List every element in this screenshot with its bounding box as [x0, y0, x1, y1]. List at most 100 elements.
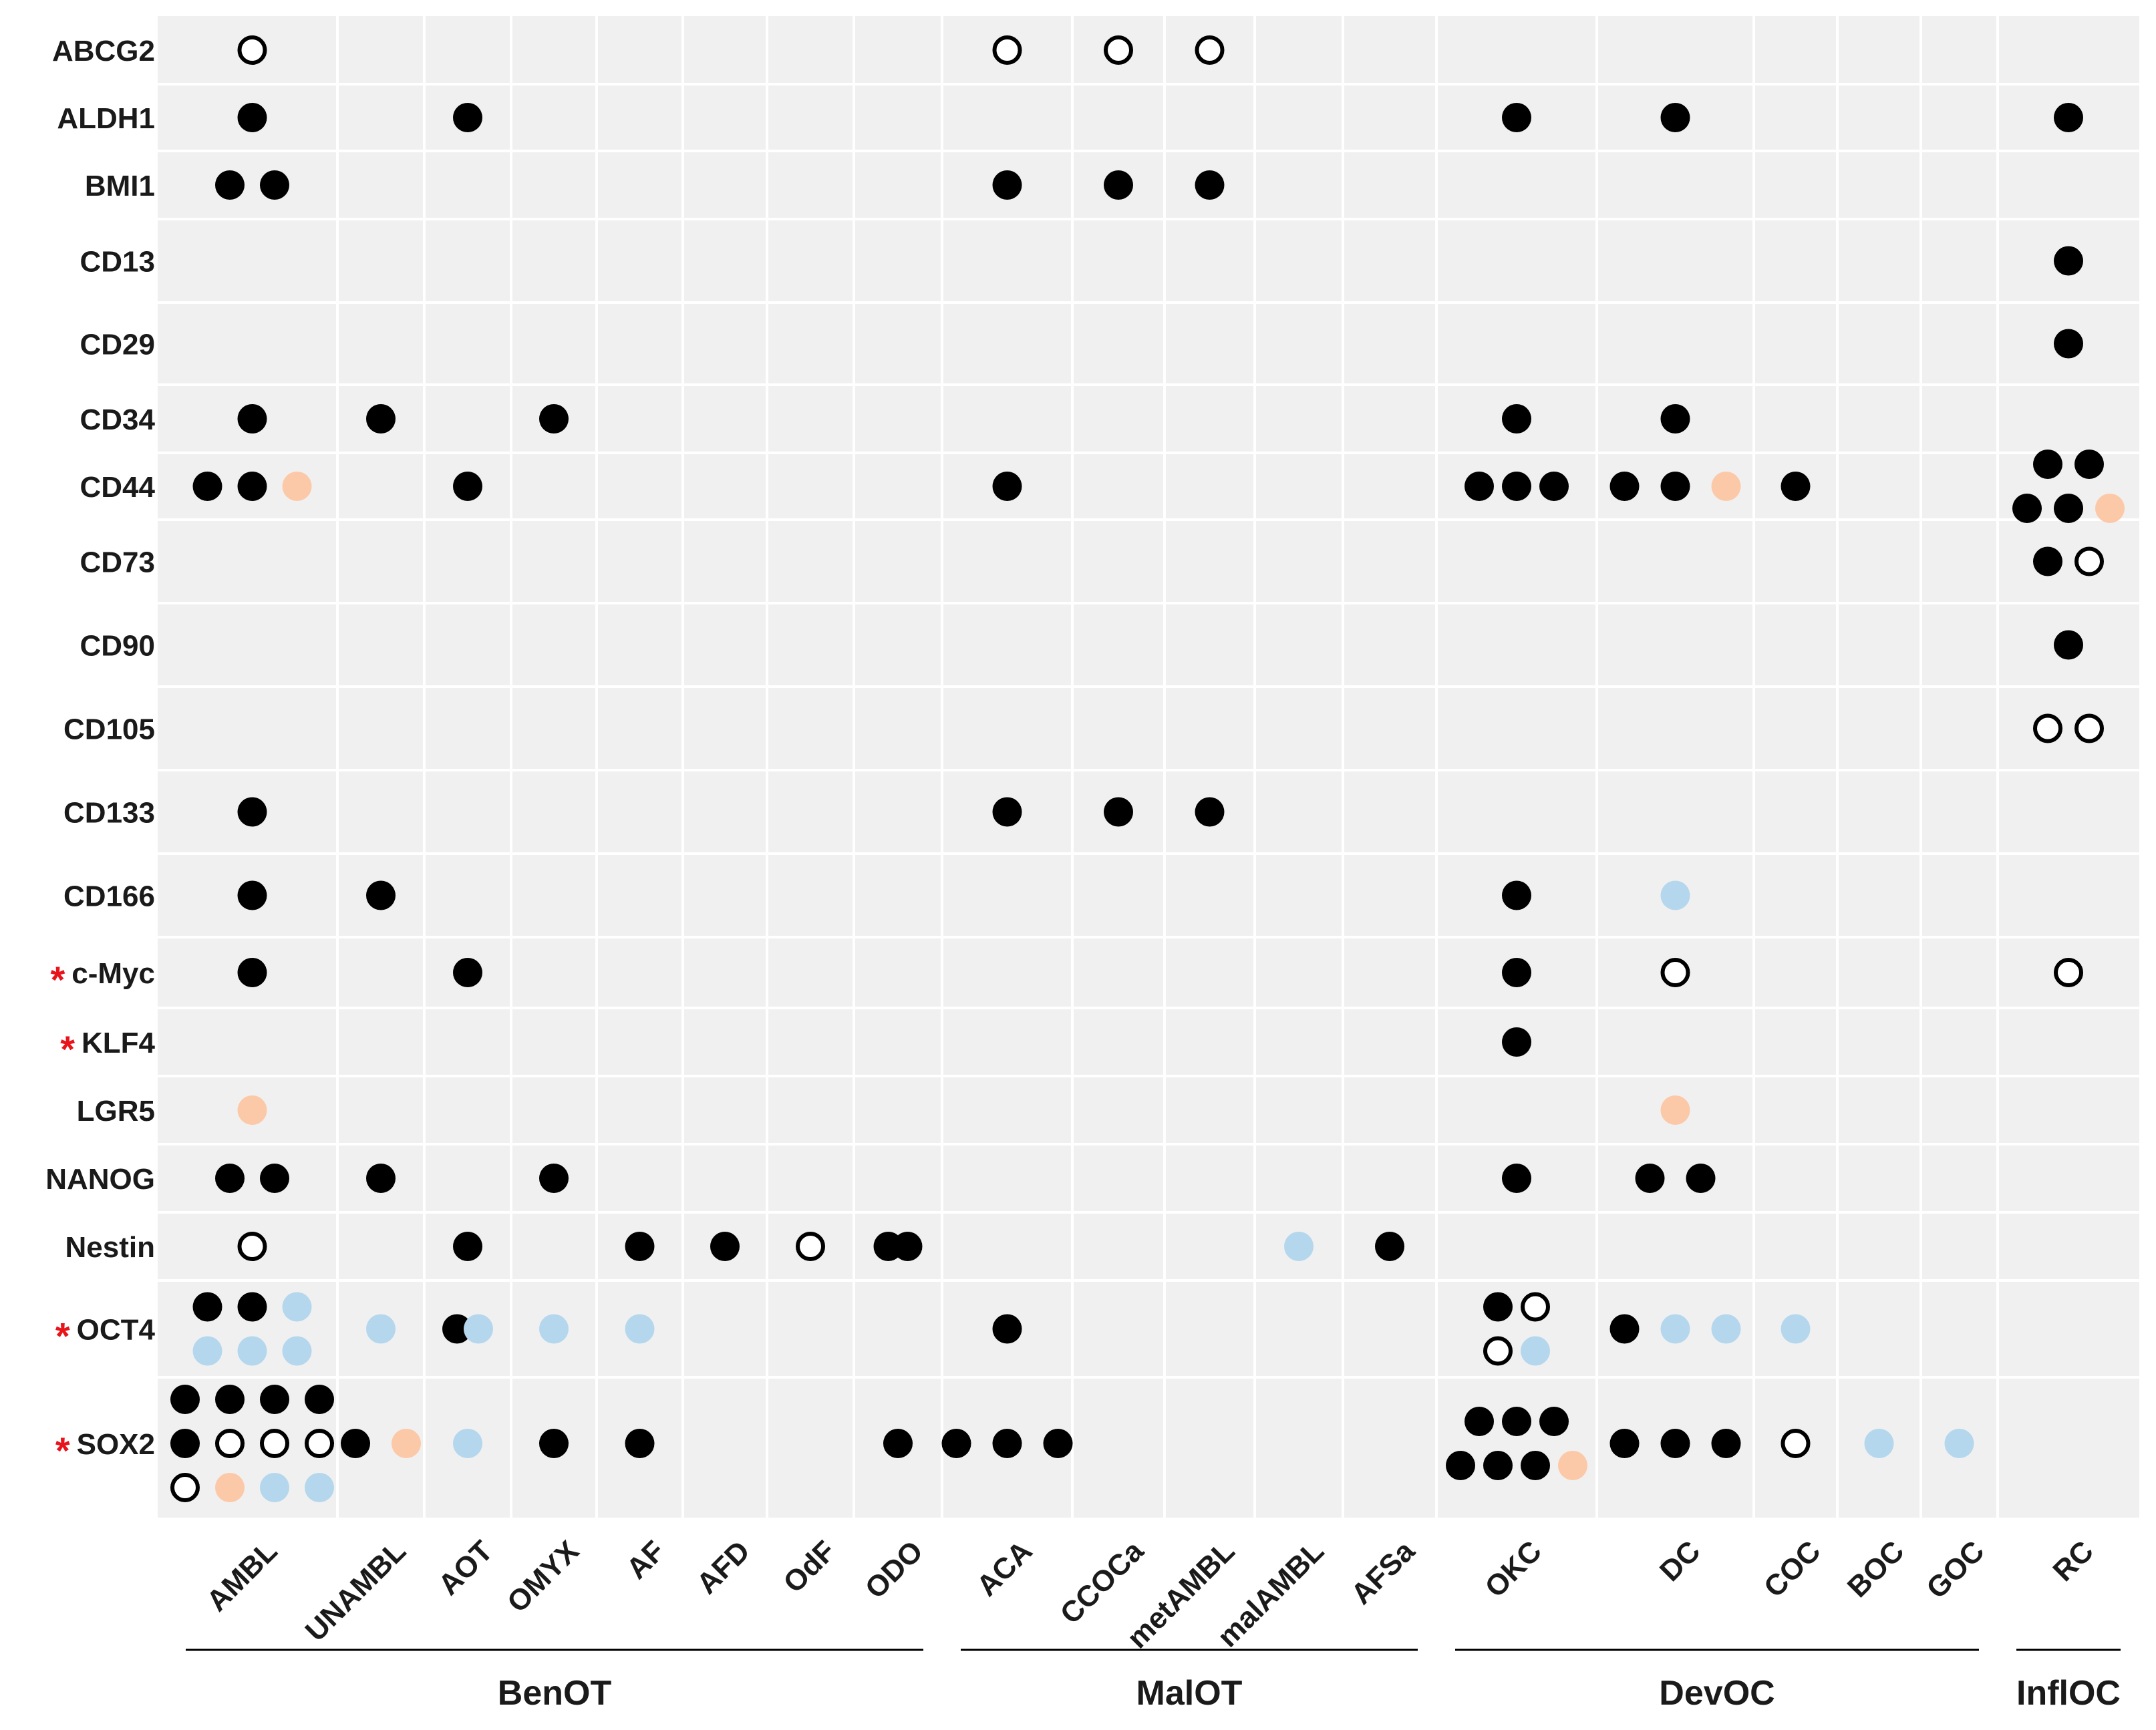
filled-dot	[453, 103, 482, 132]
blue-dot	[1944, 1429, 1974, 1458]
blue-dot	[282, 1336, 312, 1366]
row-label: CD44	[80, 471, 156, 504]
filled-dot	[883, 1429, 913, 1458]
column-label: RC	[2046, 1534, 2100, 1588]
row-star-marker: *	[50, 959, 65, 1001]
blue-dot	[1660, 1314, 1690, 1344]
filled-dot	[1043, 1429, 1073, 1458]
filled-dot	[1660, 1429, 1690, 1458]
peach-dot	[237, 1095, 267, 1125]
peach-dot	[392, 1429, 421, 1458]
column-label: AFSa	[1345, 1534, 1422, 1611]
filled-dot	[366, 404, 396, 434]
filled-dot	[215, 170, 245, 200]
filled-dot	[215, 1385, 245, 1414]
group-label: MalOT	[1136, 1674, 1243, 1713]
blue-dot	[305, 1473, 334, 1502]
filled-dot	[1521, 1451, 1550, 1480]
filled-dot	[1104, 170, 1133, 200]
row-label: c-Myc	[71, 957, 155, 990]
peach-dot	[215, 1473, 245, 1502]
filled-dot	[2054, 103, 2083, 132]
filled-dot	[539, 1429, 569, 1458]
filled-dot	[1465, 1407, 1494, 1436]
column-label: AF	[620, 1534, 671, 1585]
row-label: CD73	[80, 546, 156, 579]
filled-dot	[1195, 170, 1225, 200]
open-dot	[1521, 1292, 1550, 1322]
filled-dot	[237, 103, 267, 132]
filled-dot	[992, 797, 1022, 827]
blue-dot	[625, 1314, 655, 1344]
open-dot	[215, 1429, 245, 1458]
filled-dot	[1609, 472, 1640, 501]
filled-dot	[992, 1314, 1022, 1344]
filled-dot	[1686, 1164, 1716, 1193]
filled-dot	[941, 1429, 971, 1458]
filled-dot	[170, 1385, 200, 1414]
column-label: AFD	[690, 1534, 756, 1600]
open-dot	[305, 1429, 334, 1458]
open-dot	[260, 1429, 289, 1458]
filled-dot	[992, 472, 1022, 501]
filled-dot	[2033, 450, 2062, 479]
filled-dot	[1502, 880, 1531, 910]
filled-dot	[1609, 1314, 1640, 1344]
filled-dot	[1539, 1407, 1569, 1436]
filled-dot	[1502, 958, 1531, 987]
filled-dot	[2033, 546, 2062, 576]
open-dot	[992, 35, 1022, 65]
filled-dot	[237, 472, 267, 501]
filled-dot	[341, 1429, 370, 1458]
row-label: ABCG2	[52, 35, 155, 67]
row-label: CD133	[63, 797, 155, 830]
filled-dot	[1375, 1232, 1404, 1261]
row-label: CD13	[80, 246, 156, 279]
filled-dot	[453, 1232, 482, 1261]
row-star-marker: *	[55, 1429, 70, 1472]
filled-dot	[237, 797, 267, 827]
blue-dot	[1660, 880, 1690, 910]
filled-dot	[1635, 1164, 1665, 1193]
filled-dot	[1502, 103, 1531, 132]
row-star-marker: *	[55, 1315, 70, 1357]
blue-dot	[1711, 1314, 1741, 1344]
filled-dot	[2054, 630, 2083, 660]
filled-dot	[1711, 1429, 1741, 1458]
filled-dot	[366, 1164, 396, 1193]
blue-dot	[1781, 1314, 1811, 1344]
filled-dot	[710, 1232, 740, 1261]
column-label: COC	[1758, 1534, 1827, 1604]
filled-dot	[260, 170, 289, 200]
chart-panel	[158, 16, 2139, 1518]
blue-dot	[1521, 1336, 1550, 1366]
row-label: CD90	[80, 630, 156, 663]
blue-dot	[453, 1429, 482, 1458]
open-dot	[1104, 35, 1133, 65]
filled-dot	[1502, 472, 1531, 501]
open-dot	[2074, 546, 2104, 576]
filled-dot	[237, 1292, 267, 1322]
open-dot	[2054, 958, 2083, 987]
group-label: InflOC	[2016, 1674, 2121, 1713]
peach-dot	[2095, 494, 2125, 523]
filled-dot	[215, 1164, 245, 1193]
filled-dot	[260, 1164, 289, 1193]
filled-dot	[893, 1232, 923, 1261]
data-dots	[170, 35, 2125, 1502]
filled-dot	[1660, 472, 1690, 501]
filled-dot	[1781, 472, 1811, 501]
filled-dot	[992, 1429, 1022, 1458]
column-label: UNAMBL	[299, 1534, 412, 1647]
filled-dot	[442, 1314, 472, 1344]
column-label: OdF	[777, 1534, 842, 1599]
blue-dot	[237, 1336, 267, 1366]
filled-dot	[1483, 1451, 1513, 1480]
filled-dot	[192, 1292, 222, 1322]
filled-dot	[1483, 1292, 1513, 1322]
filled-dot	[237, 404, 267, 434]
row-label: LGR5	[77, 1095, 155, 1128]
blue-dot	[1284, 1232, 1314, 1261]
filled-dot	[1465, 472, 1494, 501]
filled-dot	[539, 1164, 569, 1193]
